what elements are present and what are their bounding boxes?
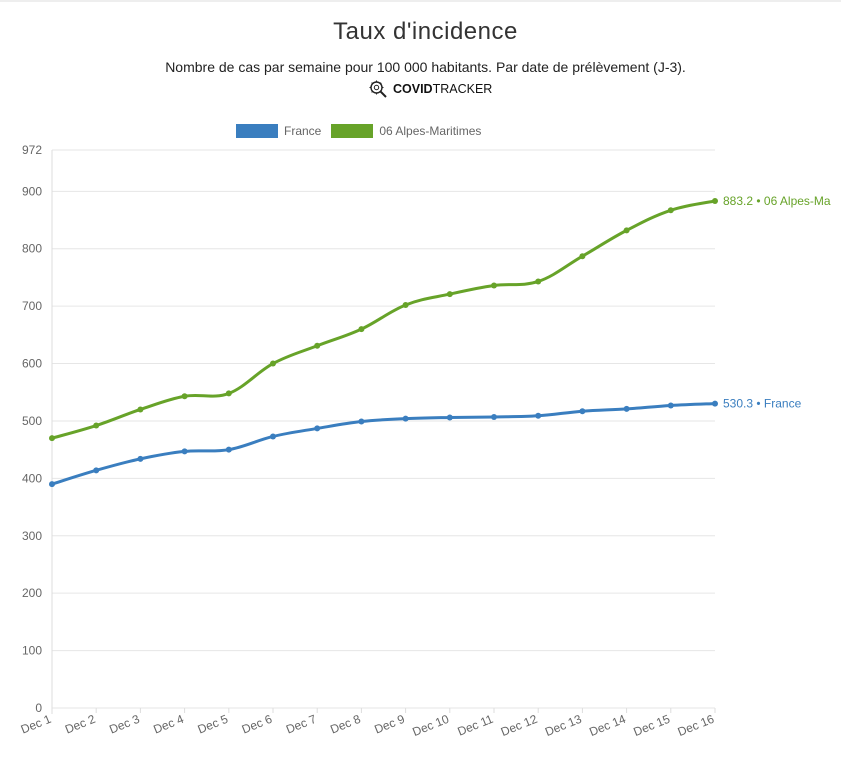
data-point-france (137, 455, 144, 462)
data-point-france (491, 413, 497, 420)
x-tick-label: Dec 11 (455, 712, 495, 739)
data-point-france (623, 405, 630, 412)
data-point-france (358, 418, 365, 425)
x-tick-label: Dec 3 (107, 712, 142, 737)
brand-logo: COVIDTRACKER (368, 79, 492, 99)
virus-magnifier-icon (368, 79, 388, 99)
y-tick-label: 100 (22, 644, 42, 658)
data-point-france (49, 481, 55, 488)
data-point-alpes-maritimes (712, 197, 718, 204)
x-tick-label: Dec 5 (196, 712, 231, 737)
x-tick-label: Dec 2 (63, 712, 98, 737)
data-point-alpes-maritimes (270, 360, 276, 367)
y-tick-label: 300 (22, 529, 42, 543)
legend-item-alpes-maritimes[interactable]: 06 Alpes-Maritimes (331, 124, 481, 138)
data-point-france (402, 415, 409, 422)
data-point-france (579, 408, 586, 415)
data-point-france (446, 414, 453, 421)
data-point-france (712, 400, 718, 407)
x-tick-label: Dec 15 (631, 712, 672, 739)
data-point-alpes-maritimes (314, 342, 321, 349)
y-tick-label: 200 (22, 586, 42, 600)
x-tick-label: Dec 6 (240, 712, 275, 737)
legend-swatch-alpes-maritimes (331, 124, 374, 138)
chart-title: Taux d'incidence (333, 18, 518, 45)
data-point-france (535, 412, 542, 419)
data-point-france (314, 425, 321, 432)
y-tick-label: 0 (35, 701, 42, 715)
legend-item-france[interactable]: France (236, 124, 321, 138)
y-tick-label: 600 (22, 357, 42, 371)
x-tick-label: Dec 10 (410, 712, 451, 739)
legend-swatch-france (236, 124, 278, 138)
chart-subtitle: Nombre de cas par semaine pour 100 000 h… (165, 59, 686, 75)
y-tick-label: 500 (22, 414, 42, 428)
x-tick-label: Dec 8 (328, 712, 363, 737)
y-tick-label: 700 (22, 299, 42, 313)
brand-text: COVIDTRACKER (393, 82, 493, 96)
x-tick-label: Dec 9 (372, 712, 407, 737)
data-point-alpes-maritimes (181, 393, 188, 400)
data-point-france (667, 402, 674, 409)
series-line-france (51, 402, 716, 486)
x-tick-label: Dec 7 (284, 712, 319, 737)
data-point-alpes-maritimes (579, 253, 586, 260)
x-tick-label: Dec 16 (676, 712, 717, 739)
data-point-france (93, 467, 100, 474)
data-point-alpes-maritimes (667, 207, 674, 214)
data-point-alpes-maritimes (446, 291, 453, 298)
x-tick-label: Dec 14 (587, 712, 628, 739)
data-point-france (181, 448, 188, 455)
top-divider (0, 0, 841, 2)
legend-label-alpes-maritimes: 06 Alpes-Maritimes (379, 124, 482, 138)
data-point-alpes-maritimes (137, 406, 144, 413)
legend-label-france: France (284, 124, 322, 138)
x-tick-label: Dec 13 (543, 712, 584, 739)
x-tick-label: Dec 4 (151, 712, 186, 737)
x-tick-label: Dec 1 (19, 712, 54, 737)
data-point-alpes-maritimes (402, 302, 409, 308)
data-point-alpes-maritimes (93, 422, 100, 429)
end-label-alpes-maritimes: 883.2 • 06 Alpes-Ma (723, 194, 831, 208)
data-point-france (225, 446, 232, 453)
data-point-alpes-maritimes (491, 282, 497, 289)
data-point-alpes-maritimes (358, 326, 365, 333)
data-point-alpes-maritimes (225, 390, 232, 397)
series-line-alpes-maritimes (51, 199, 716, 440)
end-label-france: 530.3 • France (723, 397, 802, 411)
y-tick-label: 972 (22, 143, 42, 157)
x-tick-label: Dec 12 (499, 712, 540, 739)
chart-legend: France 06 Alpes-Maritimes (236, 124, 491, 138)
data-point-france (270, 433, 276, 440)
data-point-alpes-maritimes (49, 435, 55, 442)
y-tick-label: 400 (22, 471, 42, 485)
y-tick-label: 900 (22, 184, 42, 198)
y-tick-label: 800 (22, 242, 42, 256)
data-point-alpes-maritimes (535, 278, 542, 285)
data-point-alpes-maritimes (623, 227, 630, 234)
